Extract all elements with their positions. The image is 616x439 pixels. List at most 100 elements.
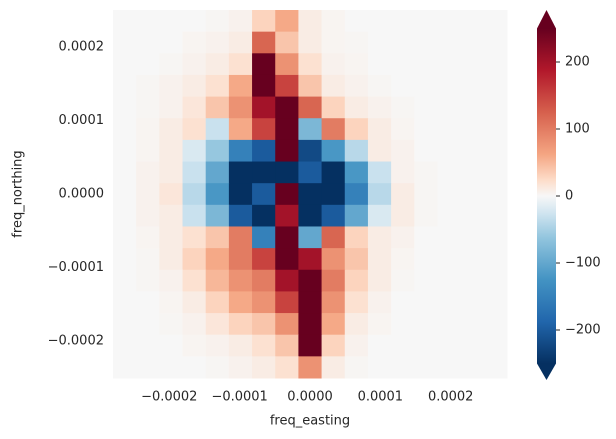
heatmap-cell — [414, 139, 438, 163]
heatmap-cell — [321, 269, 346, 292]
heatmap-cell — [252, 356, 276, 379]
heatmap-cell — [414, 74, 438, 98]
heatmap-cell — [205, 226, 230, 249]
x-tick-label: 0.0001 — [358, 390, 404, 405]
heatmap-cell — [298, 313, 323, 336]
heatmap-cell — [483, 118, 508, 141]
heatmap-cell — [228, 10, 253, 33]
heatmap-cell — [228, 161, 253, 184]
heatmap-cell — [228, 31, 253, 54]
heatmap-cell — [321, 10, 346, 33]
heatmap-cell — [182, 334, 207, 357]
heatmap-cell — [228, 356, 253, 379]
heatmap-cell — [136, 118, 160, 141]
heatmap-cell — [252, 74, 276, 98]
heatmap-cell — [321, 118, 346, 141]
heatmap-cell — [367, 269, 392, 292]
y-tick-label: −0.0001 — [48, 260, 104, 275]
heatmap-cell — [298, 139, 323, 163]
heatmap-cell — [252, 118, 276, 141]
heatmap-cell — [460, 291, 485, 314]
heatmap-cell — [136, 313, 160, 336]
heatmap-cell — [367, 356, 392, 379]
heatmap-cell — [159, 291, 184, 314]
heatmap-cell — [483, 248, 508, 271]
heatmap-cell — [391, 183, 415, 206]
heatmap-cell — [252, 53, 276, 76]
heatmap-cell — [298, 356, 323, 379]
heatmap-cell — [460, 161, 485, 184]
heatmap-cell — [159, 96, 184, 119]
heatmap-cell — [159, 31, 184, 54]
heatmap-cell — [391, 139, 415, 163]
heatmap-cell — [275, 226, 299, 249]
heatmap-cell — [298, 248, 323, 271]
heatmap-cell — [205, 334, 230, 357]
heatmap-cell — [159, 139, 184, 163]
heatmap-cell — [113, 161, 137, 184]
heatmap-cell — [136, 96, 160, 119]
heatmap-cell — [321, 53, 346, 76]
heatmap-cell — [159, 118, 184, 141]
heatmap-cell — [298, 96, 323, 119]
heatmap-cell — [205, 356, 230, 379]
heatmap-cell — [414, 31, 438, 54]
heatmap-cell — [483, 356, 508, 379]
heatmap-cell — [205, 183, 230, 206]
heatmap-cell — [437, 226, 462, 249]
heatmap-cell — [275, 161, 299, 184]
heatmap-cell — [182, 74, 207, 98]
heatmap-cell — [159, 269, 184, 292]
heatmap-cell — [159, 74, 184, 98]
heatmap-cell — [205, 313, 230, 336]
heatmap-cell — [367, 96, 392, 119]
heatmap-cell — [136, 269, 160, 292]
heatmap-cell — [205, 291, 230, 314]
heatmap-cell — [483, 313, 508, 336]
heatmap-cell — [460, 139, 485, 163]
heatmap-cell — [460, 313, 485, 336]
heatmap-cell — [460, 204, 485, 227]
heatmap-cell — [391, 53, 415, 76]
heatmap-cell — [113, 313, 137, 336]
heatmap-cell — [483, 74, 508, 98]
heatmap-cell — [437, 183, 462, 206]
heatmap-cell — [460, 96, 485, 119]
heatmap-cell — [391, 313, 415, 336]
heatmap-cell — [252, 31, 276, 54]
heatmap-cell — [182, 10, 207, 33]
heatmap-cell — [344, 226, 369, 249]
heatmap-cell — [367, 183, 392, 206]
heatmap-cell — [391, 10, 415, 33]
heatmap-cell — [136, 10, 160, 33]
heatmap-cell — [321, 291, 346, 314]
heatmap-cell — [113, 269, 137, 292]
heatmap-cell — [228, 226, 253, 249]
heatmap-cell — [205, 269, 230, 292]
heatmap-cell — [321, 31, 346, 54]
heatmap-cell — [460, 269, 485, 292]
heatmap-cell — [252, 269, 276, 292]
heatmap-cell — [460, 10, 485, 33]
heatmap-cell — [437, 161, 462, 184]
heatmap-cell — [344, 334, 369, 357]
heatmap-cell — [113, 74, 137, 98]
heatmap-cell — [437, 31, 462, 54]
heatmap-cell — [437, 53, 462, 76]
heatmap-cell — [182, 226, 207, 249]
heatmap-cell — [344, 139, 369, 163]
heatmap-cell — [182, 53, 207, 76]
heatmap-cell — [414, 204, 438, 227]
heatmap-cell — [205, 53, 230, 76]
heatmap-cell — [252, 334, 276, 357]
heatmap-cell — [391, 96, 415, 119]
heatmap-cell — [391, 204, 415, 227]
heatmap-cell — [321, 248, 346, 271]
heatmap-cell — [414, 96, 438, 119]
heatmap-cell — [298, 183, 323, 206]
heatmap-cell — [136, 53, 160, 76]
heatmap-cell — [228, 96, 253, 119]
heatmap-cell — [391, 226, 415, 249]
heatmap-cell — [205, 96, 230, 119]
heatmap-cell — [113, 139, 137, 163]
